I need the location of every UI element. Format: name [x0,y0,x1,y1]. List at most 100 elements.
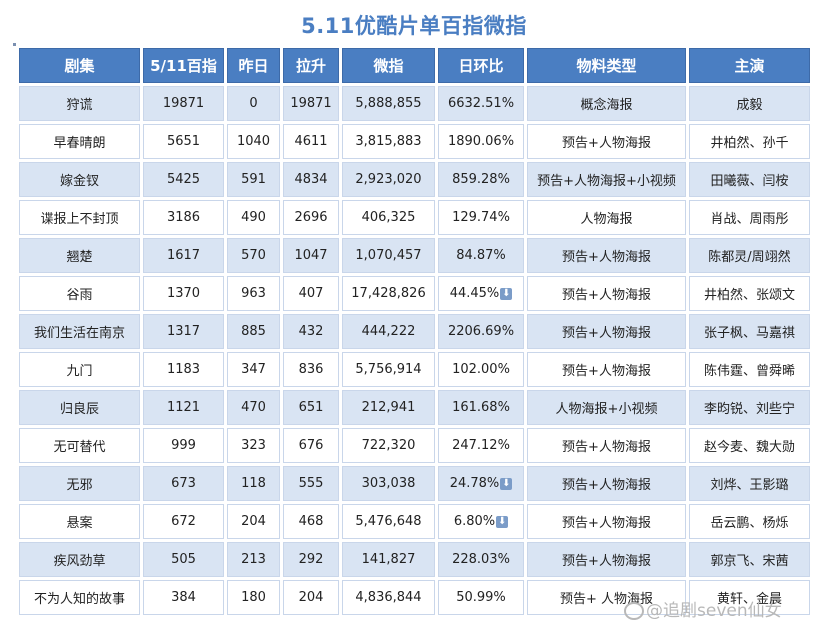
down-arrow-icon: ⬇ [496,515,509,528]
cell-rise: 651 [283,390,339,425]
table-row: 谍报上不封顶 3186 490 2696 406,325 129.74% 人物海报 肖战、周雨… [19,200,810,235]
col-header-yesterday: 昨日 [227,48,280,83]
cell-rise: 555 [283,466,339,501]
cell-weizhi: 1,070,457 [342,238,435,273]
cell-change: 6.80% ⬇ [438,504,524,539]
cell-weizhi: 5,888,855 [342,86,435,121]
cell-cast: 陈伟霆、曾舜晞 [689,352,810,387]
col-header-material: 物料类型 [527,48,686,83]
col-header-rise: 拉升 [283,48,339,83]
cell-baizhi: 5651 [143,124,224,159]
table-row: 悬案 672 204 468 5,476,648 6.80% ⬇ 预告+人物海报 岳云鹏、杨烁 [19,504,810,539]
cell-yesterday: 323 [227,428,280,463]
weibo-icon [624,602,644,620]
cell-cast: 田曦薇、闫桉 [689,162,810,197]
cell-change: 24.78% ⬇ [438,466,524,501]
cell-cast: 陈都灵/周翊然 [689,238,810,273]
cell-drama: 我们生活在南京 [19,314,140,349]
table-row: 疾风劲草 505 213 292 141,827 228.03% 预告+人物海报 郭京飞、宋茜 [19,542,810,577]
table-row: 不为人知的故事 384 180 204 4,836,844 50.99% 预告+ 人物海报黄… [19,580,810,615]
cell-material: 预告+人物海报 [527,466,686,501]
cell-drama: 早春晴朗 [19,124,140,159]
change-value: 6632.51% [447,96,515,111]
cell-material: 预告+人物海报 [527,124,686,159]
cell-baizhi: 1317 [143,314,224,349]
cell-rise: 4611 [283,124,339,159]
cell-change: 129.74% [438,200,524,235]
cell-drama: 归良辰 [19,390,140,425]
cell-cast: 张子枫、马嘉祺 [689,314,810,349]
table-row: 无邪 673 118 555 303,038 24.78% ⬇ 预告+人物海报 刘烨、王影璐 [19,466,810,501]
cell-rise: 407 [283,276,339,311]
cell-rise: 836 [283,352,339,387]
cell-material: 预告+人物海报 [527,276,686,311]
cell-cast: 刘烨、王影璐 [689,466,810,501]
col-header-weizhi: 微指 [342,48,435,83]
header-row: 剧集 5/11百指 昨日 拉升 微指 日环比 物料类型 主演 [19,48,810,83]
cell-yesterday: 118 [227,466,280,501]
change-value: 2206.69% [447,324,515,339]
cell-drama: 翘楚 [19,238,140,273]
cell-cast: 黄轩、金晨 [689,580,810,615]
change-value: 228.03% [452,552,510,567]
cell-baizhi: 5425 [143,162,224,197]
col-header-cast: 主演 [689,48,810,83]
cell-weizhi: 303,038 [342,466,435,501]
cell-baizhi: 1617 [143,238,224,273]
cell-cast: 井柏然、张颂文 [689,276,810,311]
table-row: 无可替代 999 323 676 722,320 247.12% 预告+人物海报 赵今麦、魏大… [19,428,810,463]
cell-material: 概念海报 [527,86,686,121]
change-value: 84.87% [456,248,506,263]
change-value: 859.28% [452,172,510,187]
change-value: 161.68% [452,400,510,415]
cell-change: 247.12% [438,428,524,463]
cell-yesterday: 180 [227,580,280,615]
cell-baizhi: 505 [143,542,224,577]
cell-cast: 李昀锐、刘些宁 [689,390,810,425]
cell-yesterday: 885 [227,314,280,349]
cell-baizhi: 673 [143,466,224,501]
table-row: 归良辰 1121 470 651 212,941 161.68% 人物海报+小视频 李昀锐、刘… [19,390,810,425]
cell-material: 预告+人物海报 [527,428,686,463]
cell-drama: 谷雨 [19,276,140,311]
cell-baizhi: 384 [143,580,224,615]
cell-change: 84.87% [438,238,524,273]
change-value: 247.12% [452,438,510,453]
cell-cast: 成毅 [689,86,810,121]
cell-yesterday: 1040 [227,124,280,159]
col-header-drama: 剧集 [19,48,140,83]
cell-change: 6632.51% [438,86,524,121]
cell-cast: 肖战、周雨彤 [689,200,810,235]
cell-yesterday: 591 [227,162,280,197]
cell-weizhi: 4,836,844 [342,580,435,615]
watermark: @追剧seven仙女 [624,596,782,621]
cell-drama: 悬案 [19,504,140,539]
cell-weizhi: 2,923,020 [342,162,435,197]
table-row: 我们生活在南京 1317 885 432 444,222 2206.69% 预告+人物海报张… [19,314,810,349]
cell-rise: 292 [283,542,339,577]
change-value: 44.45% [449,286,500,301]
cell-rise: 2696 [283,200,339,235]
cell-cast: 井柏然、孙千 [689,124,810,159]
change-value: 6.80% [453,514,496,529]
cell-rise: 204 [283,580,339,615]
cell-baizhi: 1370 [143,276,224,311]
cell-rise: 1047 [283,238,339,273]
cell-material: 人物海报 [527,200,686,235]
change-value: 129.74% [452,210,510,225]
cell-material: 预告+人物海报 [527,504,686,539]
cell-rise: 19871 [283,86,339,121]
cell-change: 2206.69% [438,314,524,349]
cell-drama: 谍报上不封顶 [19,200,140,235]
cell-weizhi: 444,222 [342,314,435,349]
down-arrow-icon: ⬇ [500,287,513,300]
cell-yesterday: 963 [227,276,280,311]
cell-rise: 468 [283,504,339,539]
watermark-text: @追剧seven仙女 [646,601,782,621]
cell-baizhi: 1183 [143,352,224,387]
cell-weizhi: 722,320 [342,428,435,463]
change-value: 24.78% [449,476,500,491]
cell-drama: 疾风劲草 [19,542,140,577]
cell-rise: 676 [283,428,339,463]
cell-baizhi: 672 [143,504,224,539]
